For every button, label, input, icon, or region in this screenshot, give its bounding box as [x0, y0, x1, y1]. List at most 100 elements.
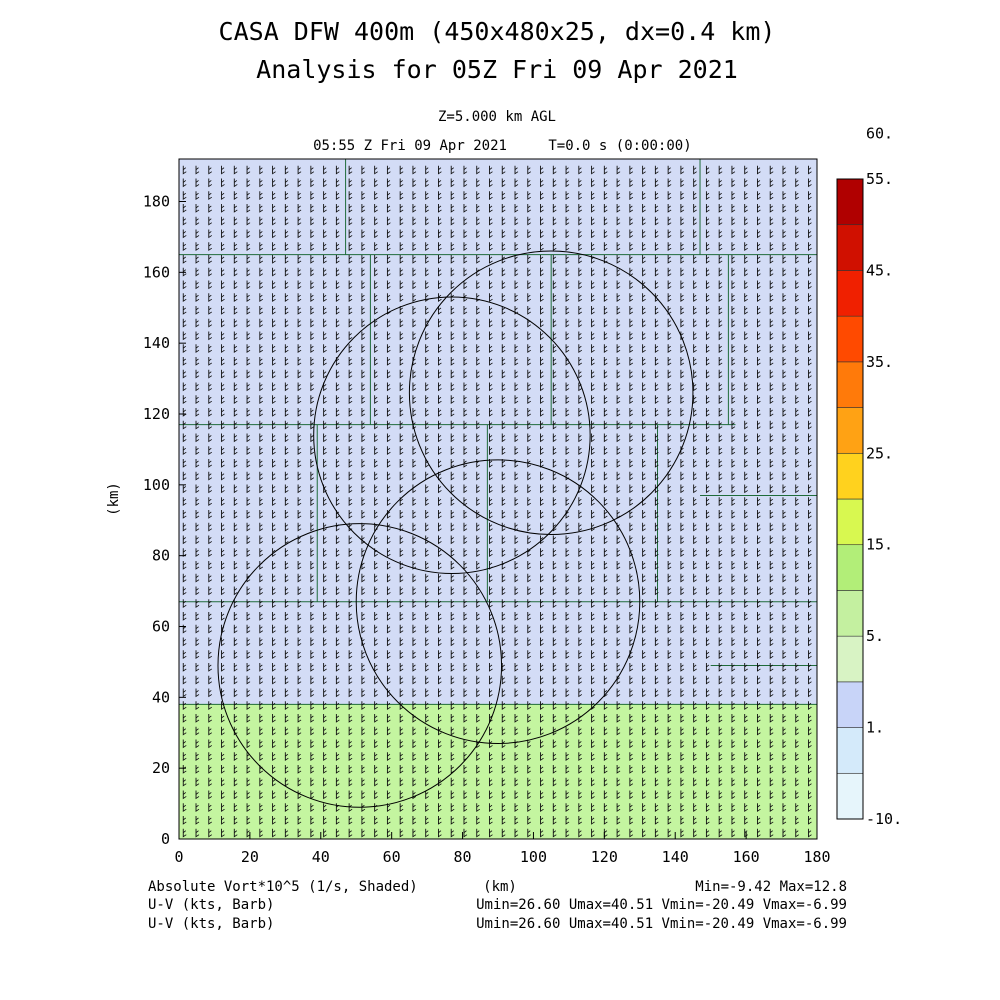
wind-barb	[578, 318, 583, 328]
wind-barb	[552, 458, 557, 468]
wind-barb	[680, 688, 685, 698]
wind-barb	[476, 191, 480, 201]
wind-barb	[501, 267, 506, 277]
wind-barb	[591, 573, 595, 583]
wind-barb	[259, 280, 264, 290]
wind-barb	[233, 254, 238, 264]
wind-barb	[221, 739, 225, 749]
wind-barb	[450, 497, 455, 507]
wind-barb	[540, 739, 544, 749]
wind-barb	[731, 739, 736, 749]
wind-barb	[233, 573, 238, 583]
wind-barb	[552, 573, 557, 583]
wind-barb	[667, 637, 672, 647]
wind-barb	[795, 522, 799, 532]
wind-barb	[565, 752, 570, 762]
wind-barb	[335, 242, 340, 252]
wind-barb	[782, 191, 787, 201]
wind-barb	[718, 815, 723, 825]
wind-barb	[578, 165, 583, 175]
wind-barb	[425, 305, 429, 315]
wind-barb	[310, 739, 315, 749]
wind-barb	[591, 522, 595, 532]
wind-barb	[399, 739, 404, 749]
wind-barb	[680, 344, 685, 354]
wind-barb	[654, 535, 659, 545]
colorbar-swatch	[836, 727, 864, 774]
wind-barb	[272, 675, 276, 685]
wind-barb	[297, 713, 302, 723]
wind-barb	[450, 599, 455, 609]
wind-barb	[476, 203, 480, 213]
wind-barb	[616, 254, 621, 264]
wind-barb	[667, 433, 672, 443]
wind-barb	[769, 752, 774, 762]
wind-barb	[399, 599, 404, 609]
wind-barb	[399, 803, 404, 813]
wind-barb	[782, 369, 787, 379]
wind-barb	[463, 599, 468, 609]
wind-barb	[782, 688, 787, 698]
wind-barb	[565, 701, 570, 711]
wind-barb	[578, 764, 583, 774]
wind-barb	[769, 318, 774, 328]
wind-barb	[514, 484, 519, 494]
wind-barb	[552, 803, 557, 813]
wind-barb	[272, 815, 276, 825]
wind-barb	[705, 267, 710, 277]
wind-barb	[642, 675, 646, 685]
wind-barb	[450, 713, 455, 723]
wind-barb	[808, 713, 812, 723]
wind-barb	[808, 828, 812, 838]
wind-barb	[795, 407, 799, 417]
wind-barb	[642, 395, 646, 405]
wind-barb	[412, 369, 417, 379]
wind-barb	[578, 331, 583, 341]
wind-barb	[514, 356, 519, 366]
wind-barb	[386, 242, 391, 252]
wind-barb	[221, 203, 225, 213]
wind-barb	[399, 675, 404, 685]
wind-barb	[374, 739, 378, 749]
wind-barb	[705, 586, 710, 596]
wind-barb	[246, 662, 251, 672]
wind-barb	[808, 471, 812, 481]
wind-barb	[259, 395, 264, 405]
wind-barb	[399, 305, 404, 315]
wind-barb	[221, 305, 225, 315]
wind-barb	[450, 815, 455, 825]
wind-barb	[603, 624, 608, 634]
wind-barb	[591, 433, 595, 443]
wind-barb	[591, 407, 595, 417]
wind-barb	[182, 420, 187, 430]
wind-barb	[297, 446, 302, 456]
wind-barb	[450, 675, 455, 685]
wind-barb	[642, 191, 646, 201]
wind-barb	[425, 191, 429, 201]
wind-barb	[616, 828, 621, 838]
wind-barb	[718, 305, 723, 315]
wind-barb	[578, 395, 583, 405]
wind-barb	[769, 331, 774, 341]
wind-barb	[540, 573, 544, 583]
wind-barb	[374, 726, 378, 736]
wind-barb	[348, 637, 353, 647]
wind-barb	[208, 178, 213, 188]
wind-barb	[629, 318, 634, 328]
wind-barb	[425, 548, 429, 558]
wind-barb	[476, 356, 480, 366]
wind-barb	[208, 815, 213, 825]
wind-barb	[246, 688, 251, 698]
wind-barb	[386, 777, 391, 787]
wind-barb	[757, 752, 761, 762]
wind-barb	[386, 484, 391, 494]
wind-barb	[591, 280, 595, 290]
wind-barb	[744, 165, 748, 175]
wind-barb	[463, 446, 468, 456]
wind-barb	[182, 548, 187, 558]
wind-barb	[693, 484, 697, 494]
wind-barb	[578, 280, 583, 290]
wind-barb	[399, 293, 404, 303]
wind-barb	[374, 229, 378, 239]
wind-barb	[744, 586, 748, 596]
